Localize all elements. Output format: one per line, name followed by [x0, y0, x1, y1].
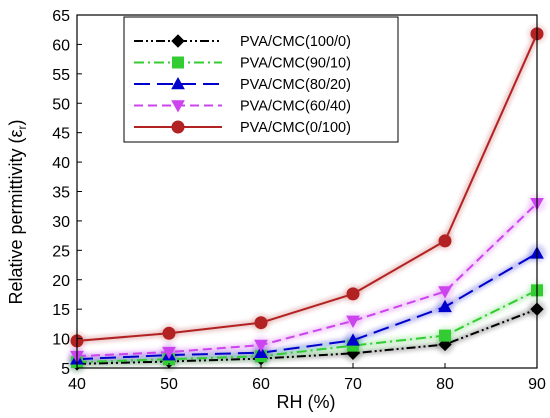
series-2-point	[439, 329, 451, 342]
y-axis-title-main: Relative permittivity (	[6, 137, 26, 304]
series-4-point	[346, 315, 360, 328]
y-axis-title: Relative permittivity (εr)	[6, 119, 29, 304]
legend-label: PVA/CMC(60/40)	[240, 99, 351, 115]
legend-label: PVA/CMC(90/10)	[240, 56, 351, 72]
x-tick-label: 40	[68, 376, 86, 393]
series-3-point	[346, 333, 360, 346]
y-tick-label: 35	[52, 185, 70, 202]
legend-marker-sample	[171, 34, 185, 48]
legend-marker-sample	[171, 120, 185, 134]
series-5-point	[162, 326, 176, 340]
series-4-point	[254, 339, 268, 353]
series-3-point	[254, 345, 268, 359]
series-5-line	[76, 33, 538, 342]
y-tick-label: 15	[52, 302, 70, 319]
y-tick-label: 5	[61, 361, 70, 378]
y-tick-label: 50	[52, 96, 70, 113]
legend-label: PVA/CMC(80/20)	[240, 77, 351, 93]
legend-box	[123, 16, 399, 143]
y-tick-label: 45	[52, 126, 70, 143]
x-axis-title: RH (%)	[277, 392, 336, 412]
legend-marker-sample	[171, 76, 185, 90]
y-axis-title-close: )	[6, 119, 26, 125]
y-tick-label: 55	[52, 67, 70, 84]
series-4-point	[162, 346, 176, 360]
y-tick-label: 10	[52, 332, 70, 349]
y-tick-labels: 5 10 15 20 25 30 35 40 45 50 55 60 65	[52, 8, 70, 378]
legend-label: PVA/CMC(0/100)	[240, 120, 351, 136]
series-4-line	[76, 202, 538, 358]
x-tick-label: 80	[436, 376, 454, 393]
x-tick-label: 50	[160, 376, 178, 393]
y-tick-label: 60	[52, 37, 70, 54]
series-4-point	[438, 286, 452, 299]
x-tick-labels: 40 50 60 70 80 90	[68, 376, 546, 393]
series-5-point	[254, 316, 268, 330]
y-axis-title-subscript: r	[15, 125, 29, 129]
series-2-line	[76, 289, 538, 364]
y-axis-title-symbol: ε	[6, 129, 26, 137]
x-tick-label: 90	[528, 376, 546, 393]
y-tick-label: 20	[52, 273, 70, 290]
x-tick-label: 60	[252, 376, 270, 393]
legend-item-4: PVA/CMC(60/40)	[134, 99, 351, 115]
y-tick-label: 25	[52, 243, 70, 260]
legend-item-5: PVA/CMC(0/100)	[134, 120, 351, 136]
legend: PVA/CMC(100/0) PVA/CMC(90/10) PVA/CMC(80/2…	[123, 16, 399, 143]
legend-item-1: PVA/CMC(100/0)	[134, 34, 351, 50]
series-3-point	[438, 299, 452, 313]
series-layer	[76, 33, 538, 365]
x-tick-label: 70	[344, 376, 362, 393]
legend-item-2: PVA/CMC(90/10)	[134, 56, 351, 72]
legend-label: PVA/CMC(100/0)	[240, 34, 351, 50]
legend-marker-sample	[171, 100, 185, 113]
legend-item-3: PVA/CMC(80/20)	[134, 76, 351, 93]
y-tick-label: 40	[52, 155, 70, 172]
y-tick-label: 30	[52, 214, 70, 231]
legend-marker-sample	[172, 56, 184, 69]
y-tick-label: 65	[52, 8, 70, 25]
series-5-point	[346, 287, 360, 301]
series-5-point	[438, 234, 452, 248]
series-3-line	[76, 252, 538, 361]
ticks-layer	[76, 14, 538, 369]
